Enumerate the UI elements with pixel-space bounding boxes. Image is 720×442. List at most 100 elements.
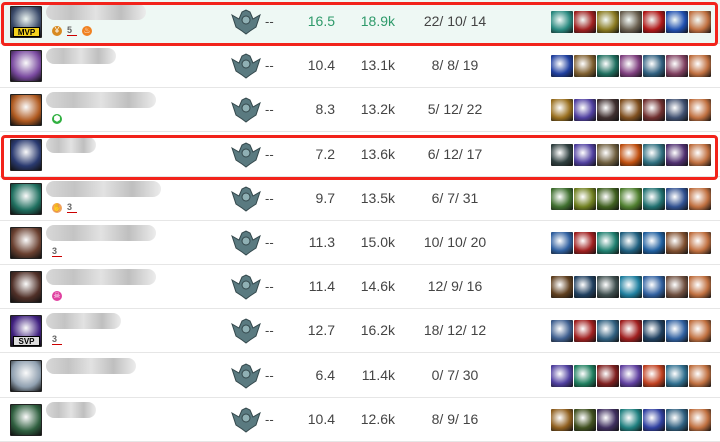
player-row[interactable]: 3 -- 11.3 15.0k 10/ 10/ 20 — [0, 221, 720, 265]
item-icon[interactable] — [574, 55, 596, 78]
trinket-item-icon[interactable] — [689, 143, 711, 166]
item-icon[interactable] — [643, 187, 665, 210]
item-icon[interactable] — [666, 143, 688, 166]
item-icon[interactable] — [574, 408, 596, 431]
player-name-blurred[interactable] — [46, 313, 121, 330]
player-row[interactable]: -- 10.4 13.1k 8/ 8/ 19 — [0, 44, 720, 89]
item-icon[interactable] — [597, 276, 619, 299]
player-name-blurred[interactable] — [46, 48, 116, 65]
champion-avatar[interactable] — [10, 138, 42, 171]
item-icon[interactable] — [551, 143, 573, 166]
item-icon[interactable] — [620, 232, 642, 254]
item-icon[interactable] — [620, 55, 642, 78]
item-icon[interactable] — [574, 99, 596, 122]
item-icon[interactable] — [597, 99, 619, 122]
item-icon[interactable] — [597, 55, 619, 78]
item-icon[interactable] — [551, 364, 573, 387]
item-icon[interactable] — [551, 232, 573, 254]
item-icon[interactable] — [643, 276, 665, 299]
item-icon[interactable] — [551, 320, 573, 343]
champion-avatar[interactable] — [10, 182, 42, 215]
champion-avatar[interactable] — [10, 50, 42, 83]
item-icon[interactable] — [620, 408, 642, 431]
player-name-blurred[interactable] — [46, 225, 156, 241]
item-icon[interactable] — [597, 232, 619, 254]
item-icon[interactable] — [551, 408, 573, 431]
item-icon[interactable] — [597, 187, 619, 210]
player-row[interactable]: MVP ¥5 ♨ -- 16.5 18.9k 22/ 10/ 14 — [0, 0, 720, 44]
trinket-item-icon[interactable] — [689, 232, 711, 254]
item-icon[interactable] — [666, 187, 688, 210]
player-row[interactable]: SVP 3 -- 12.7 16.2k 18/ 12/ 12 — [0, 309, 720, 354]
player-name-blurred[interactable] — [46, 357, 136, 374]
item-icon[interactable] — [643, 232, 665, 254]
item-icon[interactable] — [666, 408, 688, 431]
trinket-item-icon[interactable] — [689, 187, 711, 210]
item-icon[interactable] — [643, 364, 665, 387]
champion-avatar[interactable] — [10, 271, 42, 304]
item-icon[interactable] — [620, 320, 642, 343]
trinket-item-icon[interactable] — [689, 11, 711, 33]
item-icon[interactable] — [574, 232, 596, 254]
item-icon[interactable] — [666, 320, 688, 343]
player-name-blurred[interactable] — [46, 180, 161, 197]
item-icon[interactable] — [597, 11, 619, 33]
player-row[interactable]: ⬢ -- 8.3 13.2k 5/ 12/ 22 — [0, 88, 720, 133]
item-icon[interactable] — [643, 55, 665, 78]
item-icon[interactable] — [643, 320, 665, 343]
item-icon[interactable] — [666, 364, 688, 387]
player-name-blurred[interactable] — [46, 92, 156, 109]
item-icon[interactable] — [643, 143, 665, 166]
player-name-blurred[interactable] — [46, 136, 96, 153]
item-icon[interactable] — [597, 143, 619, 166]
item-icon[interactable] — [666, 99, 688, 122]
item-icon[interactable] — [620, 99, 642, 122]
trinket-item-icon[interactable] — [689, 408, 711, 431]
player-name-blurred[interactable] — [46, 269, 156, 286]
item-build — [551, 276, 711, 299]
item-icon[interactable] — [643, 408, 665, 431]
item-icon[interactable] — [551, 99, 573, 122]
item-icon[interactable] — [666, 11, 688, 33]
champion-avatar[interactable] — [10, 94, 42, 127]
item-icon[interactable] — [620, 276, 642, 299]
trinket-item-icon[interactable] — [689, 99, 711, 122]
item-icon[interactable] — [620, 187, 642, 210]
item-icon[interactable] — [574, 11, 596, 33]
item-icon[interactable] — [551, 276, 573, 299]
item-icon[interactable] — [666, 276, 688, 299]
player-row[interactable]: -- 7.2 13.6k 6/ 12/ 17 — [0, 133, 720, 177]
item-icon[interactable] — [551, 55, 573, 78]
player-name-blurred[interactable] — [46, 401, 96, 418]
player-name-blurred[interactable] — [46, 4, 146, 20]
item-icon[interactable] — [620, 143, 642, 166]
item-icon[interactable] — [597, 408, 619, 431]
champion-avatar[interactable] — [10, 403, 42, 436]
trinket-item-icon[interactable] — [689, 320, 711, 343]
item-icon[interactable] — [597, 364, 619, 387]
item-icon[interactable] — [643, 11, 665, 33]
item-icon[interactable] — [551, 11, 573, 33]
item-icon[interactable] — [666, 232, 688, 254]
item-icon[interactable] — [666, 55, 688, 78]
item-icon[interactable] — [574, 364, 596, 387]
item-icon[interactable] — [620, 11, 642, 33]
player-row[interactable]: ✋ 3 -- 9.7 13.5k 6/ 7/ 31 — [0, 177, 720, 221]
rank-text: -- — [265, 235, 274, 250]
item-icon[interactable] — [574, 143, 596, 166]
item-icon[interactable] — [574, 187, 596, 210]
item-icon[interactable] — [643, 99, 665, 122]
player-row[interactable]: -- 6.4 11.4k 0/ 7/ 30 — [0, 354, 720, 398]
item-icon[interactable] — [574, 320, 596, 343]
item-icon[interactable] — [620, 364, 642, 387]
item-icon[interactable] — [574, 276, 596, 299]
champion-avatar[interactable] — [10, 359, 42, 392]
player-row[interactable]: -- 10.4 12.6k 8/ 9/ 16 — [0, 398, 720, 442]
champion-avatar[interactable] — [10, 227, 42, 259]
trinket-item-icon[interactable] — [689, 364, 711, 387]
player-row[interactable]: ☠ -- 11.4 14.6k 12/ 9/ 16 — [0, 265, 720, 310]
item-icon[interactable] — [597, 320, 619, 343]
trinket-item-icon[interactable] — [689, 55, 711, 78]
item-icon[interactable] — [551, 187, 573, 210]
trinket-item-icon[interactable] — [689, 276, 711, 299]
